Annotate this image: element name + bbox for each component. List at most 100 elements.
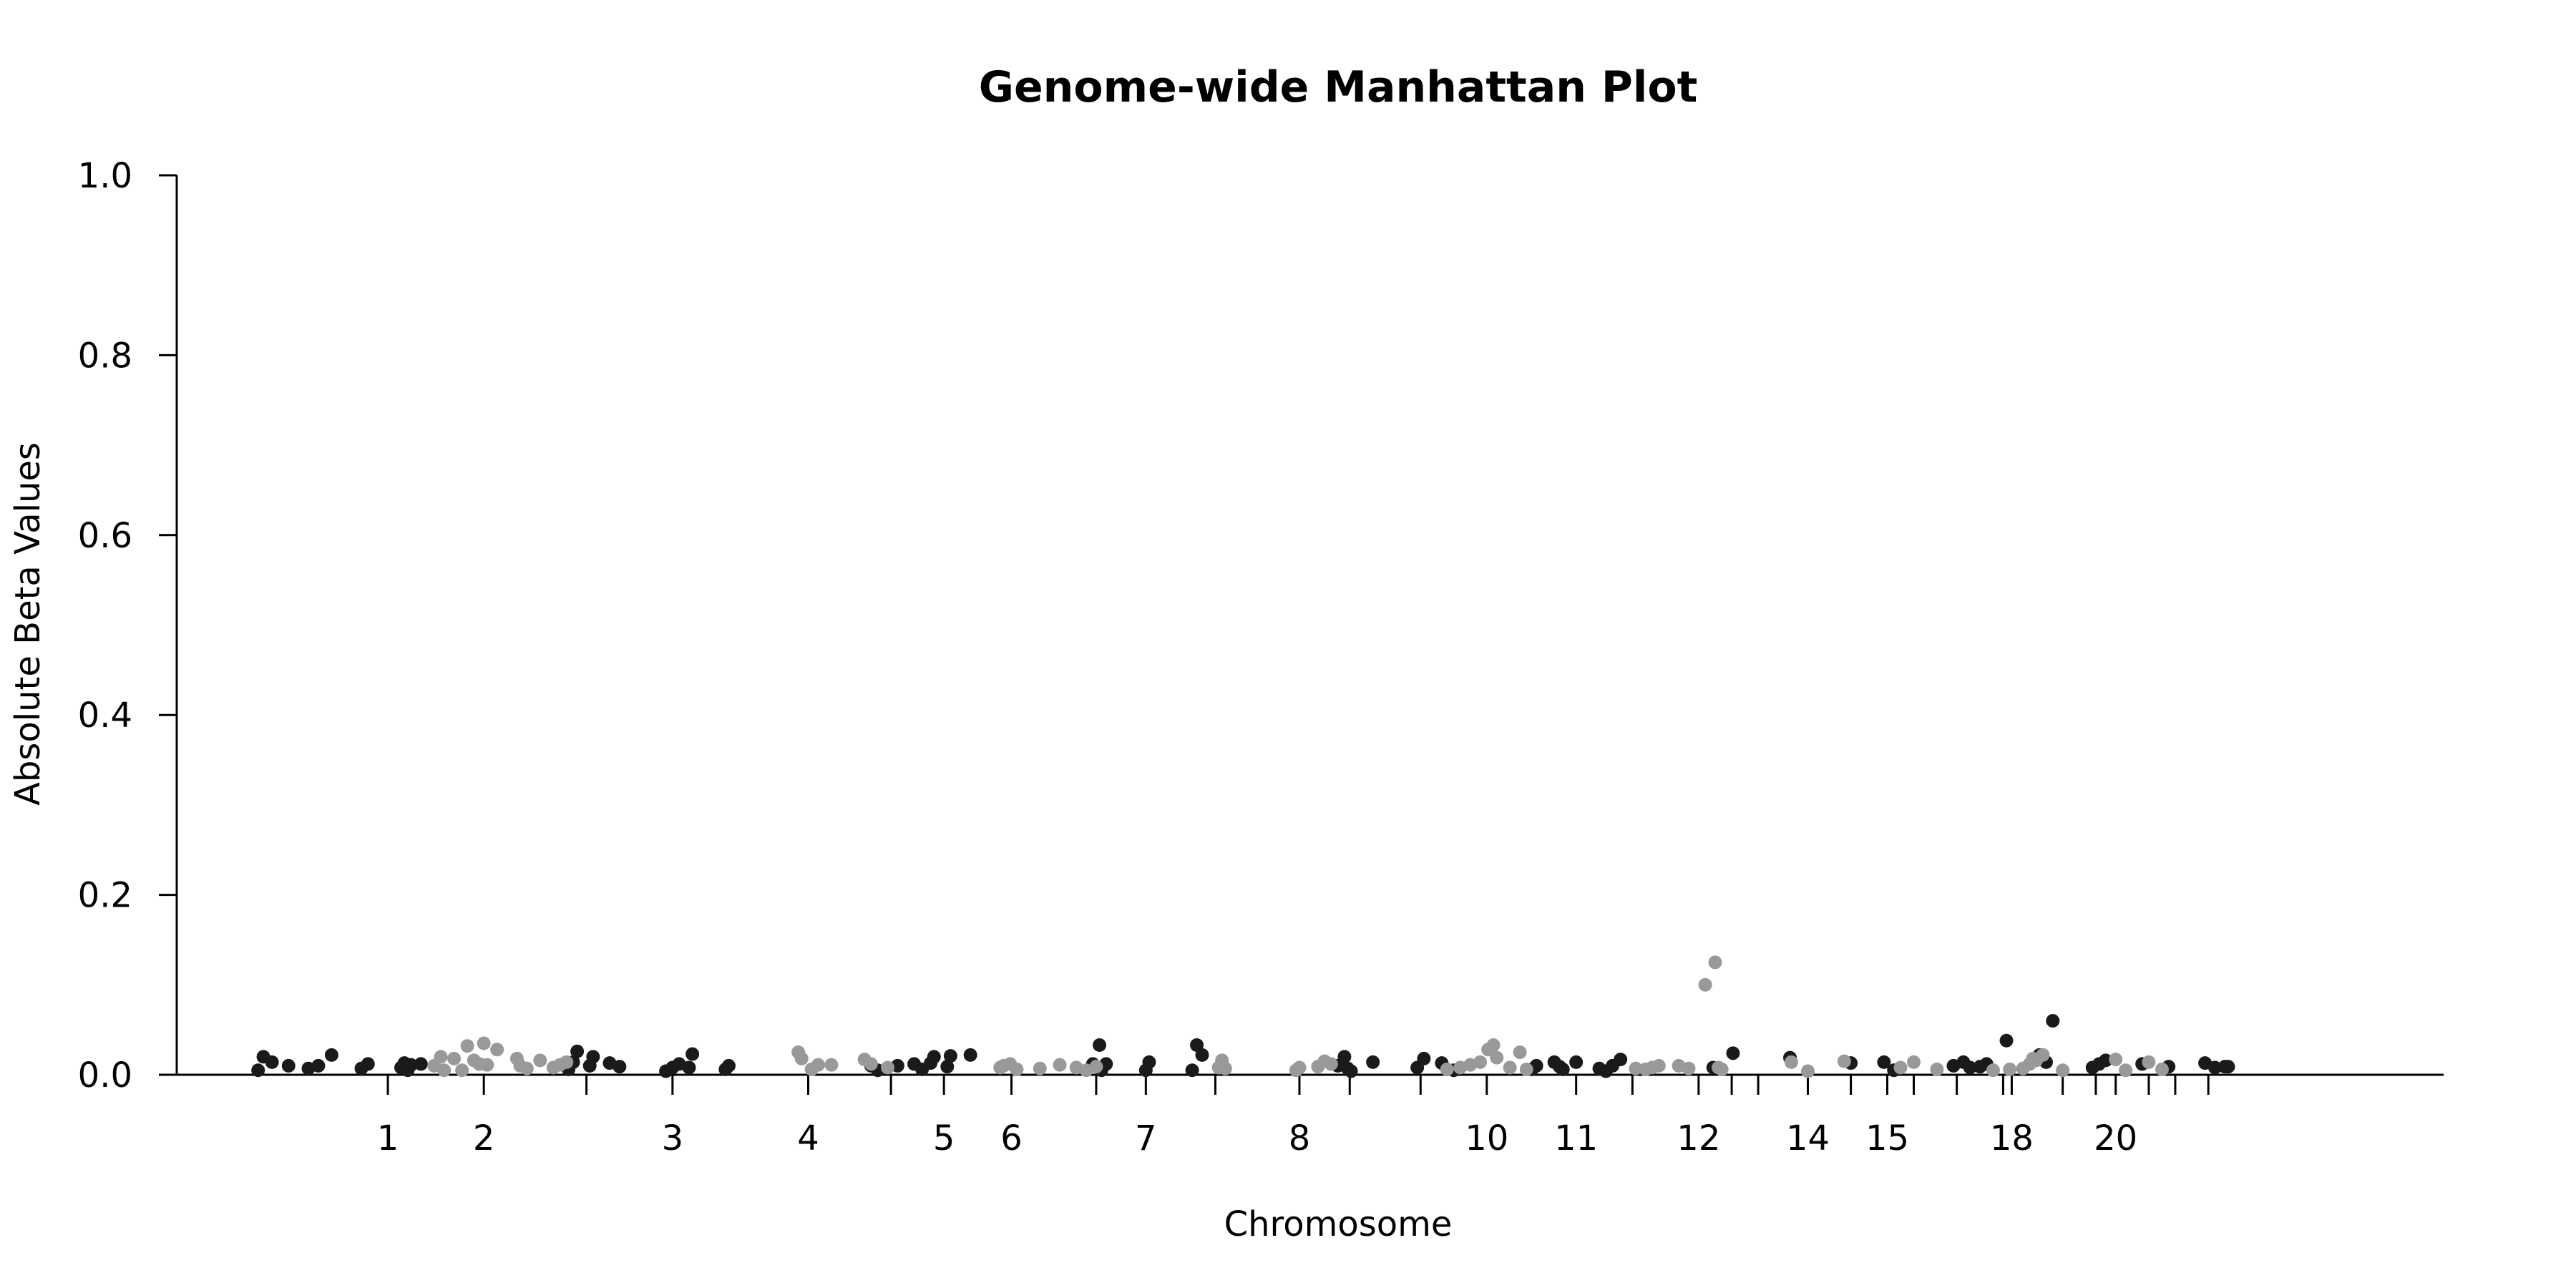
data-point (2003, 1062, 2017, 1076)
data-point (2036, 1048, 2050, 1062)
data-point (682, 1060, 696, 1075)
data-point (1569, 1055, 1584, 1069)
x-tick-label: 14 (1786, 1118, 1830, 1158)
data-point (686, 1047, 700, 1061)
x-tick-label: 18 (1990, 1118, 2034, 1158)
x-tick-label: 15 (1865, 1118, 1909, 1158)
data-point (1185, 1063, 1199, 1078)
data-point (1556, 1062, 1570, 1076)
data-point (1519, 1062, 1533, 1076)
data-point (824, 1058, 839, 1072)
data-point (1629, 1061, 1643, 1075)
data-point (1089, 1060, 1103, 1074)
data-point (1490, 1050, 1504, 1065)
data-point (460, 1039, 474, 1053)
data-point (2119, 1063, 2133, 1078)
data-point (1093, 1038, 1107, 1053)
data-point (721, 1058, 736, 1073)
data-point (1999, 1033, 2014, 1048)
data-point (1486, 1038, 1501, 1053)
data-point (324, 1048, 338, 1062)
x-tick-label: 8 (1289, 1118, 1311, 1158)
data-point (447, 1051, 462, 1065)
data-point (1708, 955, 1722, 970)
data-point (1652, 1058, 1666, 1073)
data-point (1053, 1058, 1067, 1072)
data-point (963, 1048, 977, 1062)
data-point (251, 1063, 265, 1078)
data-point (1033, 1061, 1047, 1075)
x-tick-label: 2 (473, 1118, 495, 1158)
data-point (519, 1061, 534, 1075)
data-point (1930, 1062, 1944, 1076)
data-point (2109, 1053, 2123, 1067)
data-point (1837, 1054, 1851, 1068)
data-point (881, 1060, 895, 1075)
data-point (2155, 1062, 2169, 1076)
data-point (404, 1058, 418, 1072)
data-point (1800, 1064, 1815, 1078)
data-point (434, 1050, 448, 1064)
data-point (940, 1060, 955, 1074)
data-point (480, 1058, 494, 1072)
data-point (1218, 1061, 1232, 1075)
data-points (251, 955, 2235, 1078)
x-tick-label: 7 (1135, 1118, 1157, 1158)
y-tick-label: 0.4 (78, 696, 132, 736)
y-tick-label: 0.2 (78, 876, 132, 916)
x-tick-label: 6 (1000, 1118, 1023, 1158)
chart-title: Genome-wide Manhattan Plot (979, 62, 1698, 112)
y-tick-label: 0.0 (78, 1055, 132, 1096)
data-point (414, 1057, 428, 1071)
x-tick-label: 10 (1465, 1118, 1508, 1158)
data-point (560, 1055, 574, 1069)
data-point (2099, 1053, 2113, 1068)
data-point (1417, 1051, 1431, 1065)
x-tick-label: 20 (2094, 1118, 2137, 1158)
y-tick-label: 0.6 (78, 516, 132, 556)
data-point (437, 1063, 452, 1078)
data-point (2221, 1060, 2235, 1074)
data-point (281, 1058, 296, 1073)
x-tick-label: 5 (933, 1118, 955, 1158)
data-point (1344, 1064, 1358, 1078)
data-point (915, 1062, 930, 1076)
data-point (586, 1050, 600, 1064)
x-tick-label: 11 (1554, 1118, 1598, 1158)
data-point (2142, 1055, 2156, 1069)
data-point (1324, 1057, 1338, 1071)
data-point (1292, 1060, 1307, 1075)
x-tick-label: 1 (377, 1118, 399, 1158)
data-point (1142, 1055, 1156, 1069)
x-tick-label: 4 (797, 1118, 819, 1158)
y-axis-label: Absolute Beta Values (8, 442, 48, 806)
data-point (490, 1043, 504, 1057)
axes (175, 175, 2444, 1076)
data-point (1698, 977, 1712, 992)
data-point (1366, 1055, 1380, 1069)
data-point (1986, 1063, 2001, 1078)
data-point (2056, 1063, 2070, 1078)
data-point (265, 1055, 279, 1069)
data-point (794, 1051, 809, 1065)
y-tick-label: 1.0 (78, 156, 132, 196)
data-point (2046, 1014, 2060, 1028)
data-point (1726, 1046, 1740, 1060)
data-point (927, 1050, 941, 1064)
data-point (570, 1044, 585, 1058)
data-point (533, 1053, 547, 1068)
x-tick-label: 3 (662, 1118, 684, 1158)
data-point (1877, 1055, 1891, 1069)
data-point (1010, 1062, 1024, 1076)
data-point (1513, 1045, 1527, 1060)
x-ticks: 1 2 3 4 5 6 7 8 10 11 12 14 15 18 20 (377, 1075, 2210, 1158)
data-point (1963, 1060, 1977, 1075)
data-point (1337, 1050, 1352, 1064)
x-tick-label: 12 (1677, 1118, 1720, 1158)
data-point (1714, 1062, 1729, 1076)
data-point (1682, 1061, 1696, 1075)
data-point (864, 1057, 878, 1071)
data-point (311, 1058, 326, 1073)
